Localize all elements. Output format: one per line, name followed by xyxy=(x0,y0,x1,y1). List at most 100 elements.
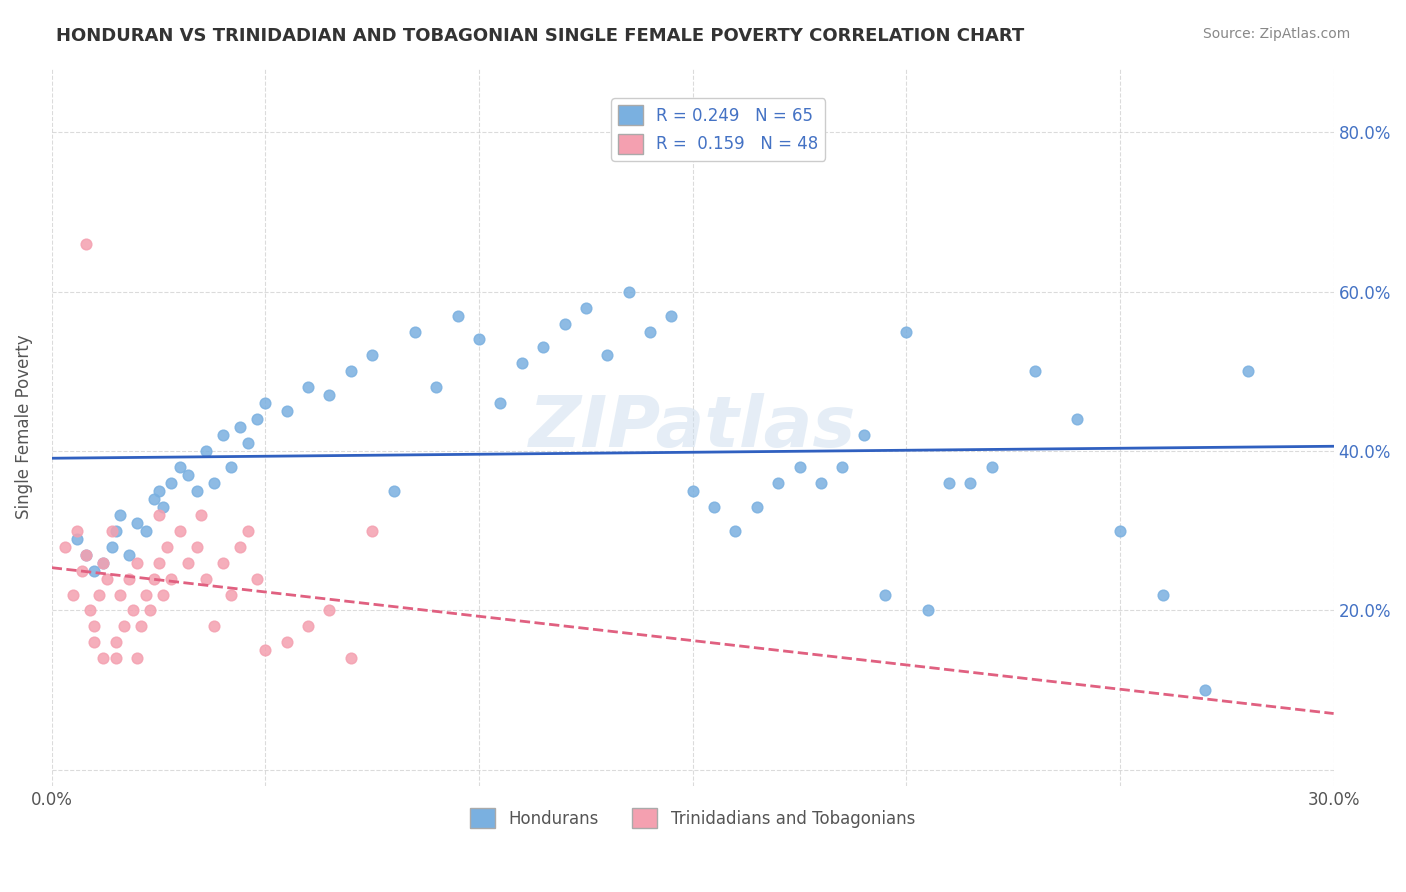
Point xyxy=(617,285,640,299)
Point xyxy=(596,348,619,362)
Y-axis label: Single Female Poverty: Single Female Poverty xyxy=(15,334,32,519)
Point xyxy=(361,348,384,362)
Point xyxy=(980,460,1002,475)
Point xyxy=(104,651,127,665)
Point xyxy=(156,540,179,554)
Point xyxy=(91,556,114,570)
Point xyxy=(917,603,939,617)
Point xyxy=(62,587,84,601)
Point xyxy=(766,475,789,490)
Point xyxy=(66,524,89,538)
Point xyxy=(638,325,661,339)
Point xyxy=(229,420,252,434)
Point xyxy=(96,572,118,586)
Point xyxy=(75,236,97,251)
Point xyxy=(745,500,768,514)
Point xyxy=(143,491,166,506)
Point xyxy=(297,380,319,394)
Point xyxy=(127,516,149,530)
Point xyxy=(79,603,101,617)
Point xyxy=(318,388,340,402)
Point xyxy=(53,540,76,554)
Point xyxy=(254,396,277,410)
Point xyxy=(104,524,127,538)
Point xyxy=(1109,524,1132,538)
Point xyxy=(112,619,135,633)
Point xyxy=(404,325,426,339)
Point xyxy=(135,587,157,601)
Point xyxy=(789,460,811,475)
Point xyxy=(91,651,114,665)
Point xyxy=(118,548,141,562)
Point xyxy=(108,508,131,522)
Point xyxy=(246,412,269,426)
Point xyxy=(143,572,166,586)
Point xyxy=(425,380,447,394)
Point xyxy=(938,475,960,490)
Point xyxy=(1066,412,1088,426)
Point xyxy=(75,548,97,562)
Point xyxy=(186,540,208,554)
Point xyxy=(219,587,242,601)
Point xyxy=(194,444,217,458)
Point xyxy=(190,508,212,522)
Point xyxy=(318,603,340,617)
Point xyxy=(70,564,93,578)
Point xyxy=(83,564,105,578)
Point xyxy=(682,483,704,498)
Point xyxy=(276,404,298,418)
Point xyxy=(238,436,260,450)
Point xyxy=(703,500,725,514)
Point xyxy=(211,428,233,442)
Point xyxy=(91,556,114,570)
Point xyxy=(148,483,170,498)
Point xyxy=(382,483,405,498)
Point xyxy=(246,572,269,586)
Point xyxy=(575,301,598,315)
Point xyxy=(66,532,89,546)
Point xyxy=(152,587,174,601)
Point xyxy=(211,556,233,570)
Point xyxy=(1194,683,1216,698)
Point xyxy=(468,333,491,347)
Point xyxy=(148,556,170,570)
Point xyxy=(531,341,554,355)
Point xyxy=(553,317,575,331)
Point xyxy=(108,587,131,601)
Point xyxy=(831,460,853,475)
Point xyxy=(896,325,918,339)
Point xyxy=(169,460,191,475)
Point xyxy=(1237,364,1260,378)
Point xyxy=(127,556,149,570)
Point xyxy=(873,587,896,601)
Point xyxy=(139,603,162,617)
Point xyxy=(177,467,200,482)
Point xyxy=(724,524,747,538)
Point xyxy=(160,475,183,490)
Point xyxy=(297,619,319,633)
Point xyxy=(152,500,174,514)
Point xyxy=(131,619,153,633)
Point xyxy=(177,556,200,570)
Point xyxy=(148,508,170,522)
Point xyxy=(254,643,277,657)
Point xyxy=(447,309,470,323)
Point xyxy=(340,364,363,378)
Point xyxy=(160,572,183,586)
Point xyxy=(75,548,97,562)
Point xyxy=(361,524,384,538)
Point xyxy=(87,587,110,601)
Point xyxy=(229,540,252,554)
Point xyxy=(810,475,832,490)
Point xyxy=(186,483,208,498)
Point xyxy=(202,475,225,490)
Point xyxy=(659,309,682,323)
Point xyxy=(340,651,363,665)
Point xyxy=(122,603,145,617)
Text: Source: ZipAtlas.com: Source: ZipAtlas.com xyxy=(1202,27,1350,41)
Point xyxy=(100,540,122,554)
Point xyxy=(83,619,105,633)
Point xyxy=(127,651,149,665)
Point xyxy=(852,428,875,442)
Point xyxy=(1152,587,1174,601)
